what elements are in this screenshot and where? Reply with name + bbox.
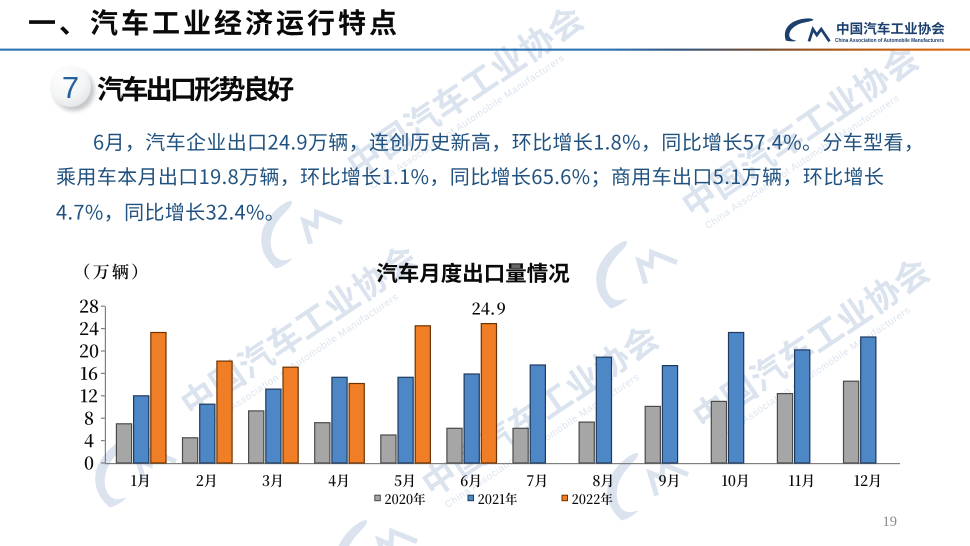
svg-text:19: 19 [883,514,898,530]
svg-text:7: 7 [62,70,79,105]
svg-text:China Association of Automobil: China Association of Automobile Manufact… [835,38,945,44]
